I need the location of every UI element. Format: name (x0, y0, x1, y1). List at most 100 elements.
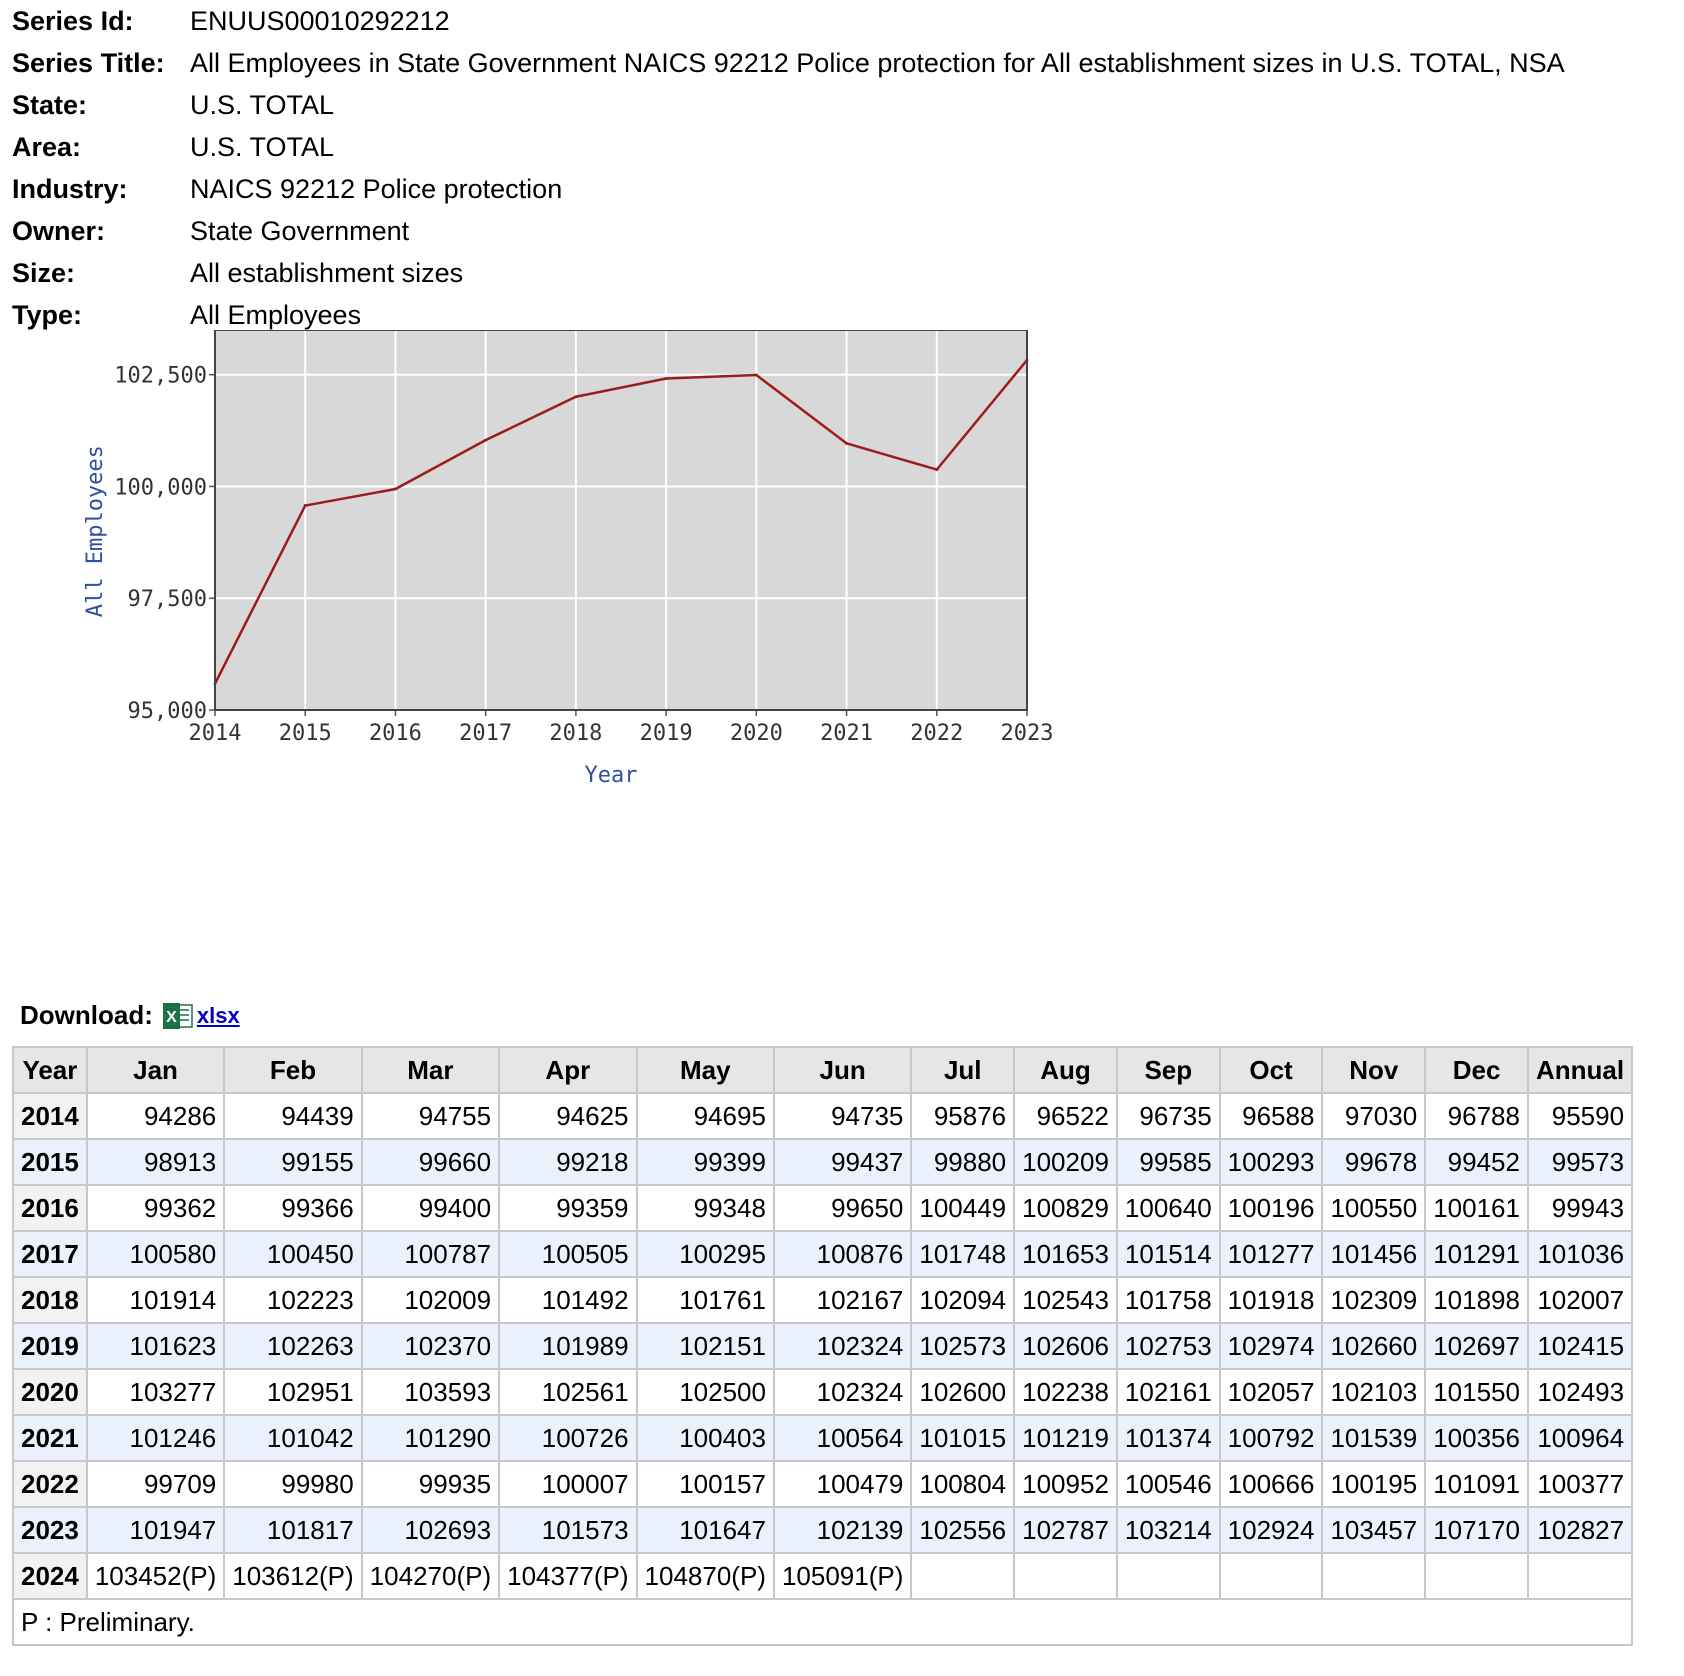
series-info-value: U.S. TOTAL (190, 89, 335, 120)
table-cell: 102309 (1321, 1276, 1427, 1324)
table-cell: 100550 (1321, 1184, 1427, 1232)
table-cell: 100196 (1218, 1184, 1324, 1232)
table-cell: 94695 (635, 1092, 775, 1140)
column-header: Feb (223, 1046, 363, 1094)
data-table: Year Jan Feb Mar Apr May Jun Jul Aug Sep Oct Nov Dec… (11, 1046, 1634, 1646)
series-info-row: Series Id: ENUUS00010292212 (12, 0, 1565, 42)
row-year: 2017 (12, 1230, 88, 1278)
column-header: Sep (1115, 1046, 1221, 1094)
column-header: Mar (360, 1046, 501, 1094)
table-cell: 100726 (498, 1414, 638, 1462)
table-cell: 101653 (1013, 1230, 1118, 1278)
column-header: Jun (772, 1046, 913, 1094)
table-cell: 100356 (1424, 1414, 1529, 1462)
table-cell: 99366 (223, 1184, 363, 1232)
table-cell: 102238 (1013, 1368, 1118, 1416)
table-cell: 102103 (1321, 1368, 1427, 1416)
table-cell: 99359 (498, 1184, 638, 1232)
table-cell: 102151 (635, 1322, 775, 1370)
table-cell: 96788 (1424, 1092, 1529, 1140)
table-cell: 102697 (1424, 1322, 1529, 1370)
table-cell (1321, 1552, 1427, 1600)
table-cell: 102167 (772, 1276, 913, 1324)
table-cell: 101042 (223, 1414, 363, 1462)
series-info-value: State Government (190, 215, 410, 246)
table-cell: 102606 (1013, 1322, 1118, 1370)
table-cell: 102600 (910, 1368, 1016, 1416)
table-cell: 101647 (635, 1506, 775, 1554)
table-cell: 99678 (1321, 1138, 1427, 1186)
series-info-label: Type: (12, 299, 83, 330)
table-cell: 100505 (498, 1230, 638, 1278)
table-cell: 101918 (1218, 1276, 1324, 1324)
table-cell: 99709 (85, 1460, 226, 1508)
table-cell: 94439 (223, 1092, 363, 1140)
table-cell: 102827 (1526, 1506, 1634, 1554)
table-cell: 97030 (1321, 1092, 1427, 1140)
table-cell: 100403 (635, 1414, 775, 1462)
table-cell: 99362 (85, 1184, 226, 1232)
table-cell: 102370 (360, 1322, 501, 1370)
table-cell: 99400 (360, 1184, 501, 1232)
table-cell: 102415 (1526, 1322, 1634, 1370)
table-cell: 102007 (1526, 1276, 1634, 1324)
table-cell: 102543 (1013, 1276, 1118, 1324)
table-cell: 102223 (223, 1276, 363, 1324)
xlsx-download-link[interactable]: xlsx (196, 1002, 240, 1028)
data-point (303, 504, 307, 508)
x-tick-label: 2014 (189, 721, 242, 746)
table-cell: 100829 (1013, 1184, 1118, 1232)
table-cell: 101036 (1526, 1230, 1634, 1278)
table-cell: 102094 (910, 1276, 1016, 1324)
table-cell: 101898 (1424, 1276, 1529, 1324)
table-cell: 101817 (223, 1506, 363, 1554)
table-cell (1218, 1552, 1324, 1600)
data-point (393, 487, 397, 491)
x-tick-label: 2019 (640, 721, 693, 746)
table-cell (910, 1552, 1016, 1600)
column-header: May (635, 1046, 775, 1094)
data-point (754, 373, 758, 377)
table-cell: 101219 (1013, 1414, 1118, 1462)
table-cell: 94755 (360, 1092, 501, 1140)
table-cell: 103277 (85, 1368, 226, 1416)
data-point (845, 441, 849, 445)
data-point (484, 438, 488, 442)
table-cell: 102974 (1218, 1322, 1324, 1370)
table-row: 2017 100580 100450 100787 100505 100295 100876… (12, 1230, 1634, 1278)
series-info-row: Owner: State Government (12, 210, 1565, 252)
table-cell: 100479 (772, 1460, 913, 1508)
footnote: P : Preliminary. (11, 1598, 1634, 1646)
table-cell: 101374 (1115, 1414, 1221, 1462)
table-cell: 101492 (498, 1276, 638, 1324)
table-cell: 99218 (498, 1138, 638, 1186)
table-cell: 103452(P) (85, 1552, 226, 1600)
table-cell: 103593 (360, 1368, 501, 1416)
table-cell: 100377 (1526, 1460, 1634, 1508)
x-tick-label: 2022 (910, 721, 963, 746)
table-cell: 101514 (1115, 1230, 1221, 1278)
table-row: 2020 103277 102951 103593 102561 102500 102324… (12, 1368, 1634, 1416)
excel-icon[interactable]: X (162, 1002, 193, 1030)
table-cell: 100449 (910, 1184, 1016, 1232)
series-info-row: Area: U.S. TOTAL (12, 126, 1565, 168)
table-cell: 101015 (910, 1414, 1016, 1462)
y-tick-label: 100,000 (114, 475, 207, 500)
table-cell: 100546 (1115, 1460, 1221, 1508)
series-info-label: Industry: (12, 173, 128, 204)
y-tick-label: 95,000 (128, 699, 207, 724)
table-cell: 99437 (772, 1138, 913, 1186)
table-cell: 99585 (1115, 1138, 1221, 1186)
table-cell: 95590 (1526, 1092, 1634, 1140)
table-cell: 101550 (1424, 1368, 1529, 1416)
table-cell: 101761 (635, 1276, 775, 1324)
table-cell: 100580 (85, 1230, 226, 1278)
table-cell: 102951 (223, 1368, 363, 1416)
table-cell: 102693 (360, 1506, 501, 1554)
table-cell: 102924 (1218, 1506, 1324, 1554)
column-header: Jan (85, 1046, 226, 1094)
table-cell: 99943 (1526, 1184, 1634, 1232)
table-cell: 102324 (772, 1368, 913, 1416)
series-info-value: All establishment sizes (190, 257, 464, 288)
y-tick-label: 97,500 (128, 587, 207, 612)
